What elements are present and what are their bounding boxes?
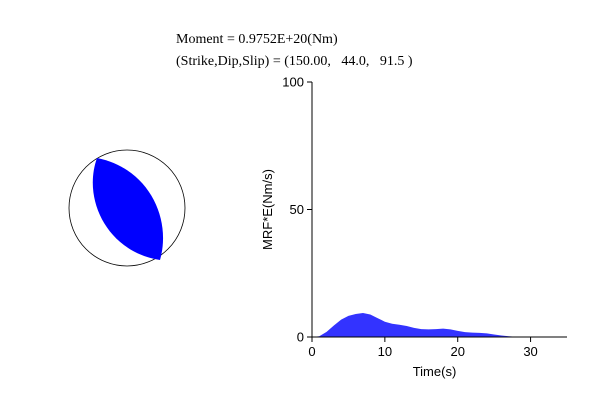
y-tick-label: 50	[290, 202, 304, 217]
moment-label: Moment = 0.9752E+20(Nm)	[176, 32, 338, 47]
y-axis-title: MRF*E(Nm/s)	[260, 169, 275, 250]
x-tick-label: 20	[450, 344, 464, 359]
mechanism-label: (Strike,Dip,Slip) = (150.00, 44.0, 91.5 …	[176, 54, 413, 69]
y-tick-label: 0	[297, 330, 304, 345]
moment-rate-chart: 0 50 100 0 10 20 30 Time(s) MRF*E(Nm/s)	[260, 75, 567, 379]
x-axis-title: Time(s)	[413, 364, 457, 379]
x-tick-label: 30	[523, 344, 537, 359]
x-tick-label: 10	[378, 344, 392, 359]
y-tick-label: 100	[282, 75, 304, 90]
x-tick-label: 0	[308, 344, 315, 359]
beachball	[68, 149, 186, 267]
x-ticks: 0 10 20 30	[308, 337, 538, 359]
moment-rate-area	[312, 313, 531, 337]
beachball-outline	[68, 149, 186, 267]
y-ticks: 0 50 100	[282, 75, 312, 345]
beachball-compressional-quadrant	[92, 158, 164, 260]
